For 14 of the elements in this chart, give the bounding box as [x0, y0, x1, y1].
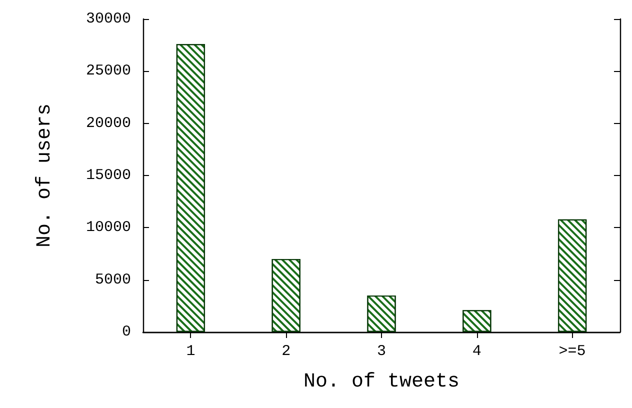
y-tick-label: 30000 — [86, 10, 131, 28]
x-tick-label: 2 — [282, 343, 291, 360]
y-tick-label: 10000 — [86, 219, 131, 236]
x-tick-label: >=5 — [558, 343, 586, 360]
x-tick-label: 3 — [376, 343, 386, 360]
y-tick-label: 5000 — [94, 271, 131, 288]
y-tick-label: 25000 — [86, 62, 131, 80]
x-axis-title: No. of tweets — [303, 370, 460, 394]
y-tick-label: 15000 — [86, 167, 131, 184]
x-tick-label: 1 — [186, 343, 196, 360]
y-tick-label: 20000 — [86, 114, 131, 132]
y-tick-label: 0 — [122, 324, 131, 340]
x-tick-label: 4 — [472, 343, 482, 360]
y-axis-title: No. of users — [34, 103, 56, 248]
